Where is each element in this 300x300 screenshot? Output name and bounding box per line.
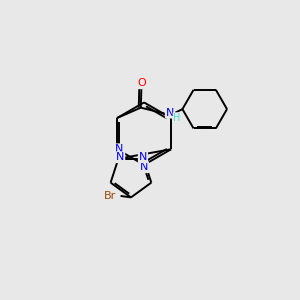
Text: O: O bbox=[137, 78, 146, 88]
Text: N: N bbox=[116, 152, 124, 162]
Text: N: N bbox=[139, 152, 147, 162]
Text: N: N bbox=[140, 162, 148, 172]
Text: N: N bbox=[166, 108, 174, 118]
Text: Br: Br bbox=[104, 191, 116, 201]
Text: H: H bbox=[173, 113, 181, 123]
Text: N: N bbox=[115, 144, 124, 154]
